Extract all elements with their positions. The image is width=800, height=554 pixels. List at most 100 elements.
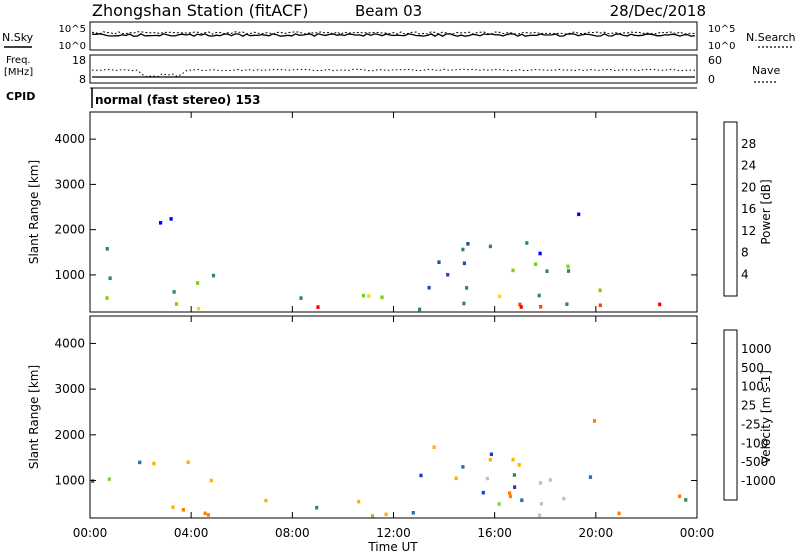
data-cell	[538, 481, 542, 485]
colorbar-frame	[723, 329, 738, 501]
cpid-label: CPID	[6, 90, 35, 103]
velocity-panel: 1000 2000 3000 4000 Slant Range [km]	[27, 315, 698, 519]
ytick-label: 3000	[54, 382, 85, 396]
colorbar-tick-label: 20	[741, 180, 756, 194]
cpid-value: normal (fast stereo) 153	[95, 93, 261, 107]
colorbar-tick-label: 28	[741, 137, 756, 151]
data-cell	[152, 461, 156, 466]
data-cell	[315, 505, 319, 510]
data-cell	[384, 512, 388, 517]
nsearch-label: N.Search	[746, 31, 796, 44]
xtick-label: 16:00	[477, 526, 512, 540]
data-cell	[488, 244, 492, 249]
colorbar-tick-label: -500	[741, 455, 768, 469]
data-cell	[538, 513, 542, 518]
data-cell	[489, 452, 493, 457]
nave-tick-top: 60	[708, 54, 722, 67]
power-panel: 1000 2000 3000 4000 Slant Range [km]	[27, 111, 698, 313]
noise-left-tick-bottom: 10^0	[59, 41, 86, 52]
colorbar-tick-label: -100	[741, 436, 768, 450]
data-cell	[513, 485, 517, 489]
data-cell	[517, 463, 521, 467]
freq-tick-top: 18	[72, 54, 86, 67]
data-cell	[466, 242, 470, 246]
data-cell	[481, 490, 485, 495]
power-data-cells	[105, 212, 662, 312]
data-cell	[316, 305, 320, 309]
data-cell	[462, 261, 466, 266]
data-cell	[511, 457, 515, 462]
ytick-label: 1000	[54, 268, 85, 282]
velocity-colorbar-label: Velocity [m s-1]	[759, 370, 773, 464]
colorbar-tick-label: 100	[741, 380, 764, 394]
date-title: 28/Dec/2018	[610, 2, 706, 20]
data-cell	[454, 476, 458, 481]
nsearch-trace	[91, 31, 696, 35]
data-cell	[196, 281, 200, 285]
data-cell	[538, 251, 542, 256]
nsky-label: N.Sky	[2, 31, 34, 44]
data-cell	[545, 269, 549, 273]
xtick-label: 12:00	[376, 526, 411, 540]
data-cell	[361, 293, 365, 298]
data-cell	[357, 499, 361, 504]
colorbar-tick-label: 12	[741, 224, 756, 238]
colorbar-tick-label: -25	[741, 417, 761, 431]
data-cell	[427, 285, 431, 290]
velocity-panel-frame	[89, 315, 698, 519]
freq-label: Freq.	[6, 55, 31, 66]
data-cell	[380, 295, 384, 300]
ytick-label: 1000	[54, 474, 85, 488]
colorbar-tick-label: 8	[741, 246, 749, 260]
data-cell	[566, 264, 570, 269]
data-cell	[511, 268, 515, 273]
data-cell	[206, 513, 210, 517]
power-colorbar: 28 24 20 16 12 8 4	[723, 121, 756, 297]
data-cell	[539, 502, 543, 506]
nave-trace	[91, 68, 696, 78]
data-cell	[512, 473, 516, 477]
data-cell	[371, 514, 375, 518]
data-cell	[566, 269, 571, 273]
data-cell	[105, 247, 109, 251]
data-cell	[172, 290, 176, 294]
data-cell	[462, 301, 466, 306]
data-cell	[519, 305, 523, 309]
data-cell	[419, 473, 423, 478]
data-cell	[432, 445, 436, 449]
data-cell	[520, 498, 524, 502]
xaxis-label: Time UT	[367, 540, 418, 554]
data-cell	[525, 241, 529, 245]
data-cell	[411, 511, 415, 515]
time-axis: 00:00 04:00 08:00 12:00 16:00 20:00 00:00	[73, 112, 715, 540]
noise-left-tick-top: 10^5	[59, 24, 86, 35]
data-cell	[175, 302, 179, 306]
xtick-label: 08:00	[275, 526, 310, 540]
freq-strip	[89, 54, 698, 84]
data-cell	[367, 294, 371, 298]
data-cell	[598, 288, 602, 293]
data-cell	[617, 511, 621, 516]
data-cell	[539, 305, 543, 309]
station-title: Zhongshan Station (fitACF)	[92, 1, 309, 20]
data-cell	[592, 419, 597, 423]
data-cell	[518, 302, 522, 307]
data-cell	[209, 478, 213, 483]
data-cell	[497, 502, 501, 506]
data-cell	[565, 302, 569, 306]
freq-tick-bottom: 8	[79, 73, 86, 86]
data-cell	[485, 476, 489, 481]
colorbar-tick-label: 500	[741, 361, 764, 375]
noise-right-tick-bottom: 10^0	[708, 41, 735, 52]
velocity-colorbar: 1000 500 100 25 -25 -100 -500 -1000	[723, 329, 776, 501]
velocity-ylabel: Slant Range [km]	[27, 365, 41, 469]
xtick-label: 00:00	[680, 526, 715, 540]
data-cell	[299, 296, 303, 300]
colorbar-tick-label: 24	[741, 159, 756, 173]
colorbar-tick-label: -1000	[741, 474, 776, 488]
data-cell	[577, 212, 581, 217]
data-cell	[678, 494, 682, 499]
colorbar-tick-label: 16	[741, 202, 756, 216]
data-cell	[211, 273, 216, 278]
